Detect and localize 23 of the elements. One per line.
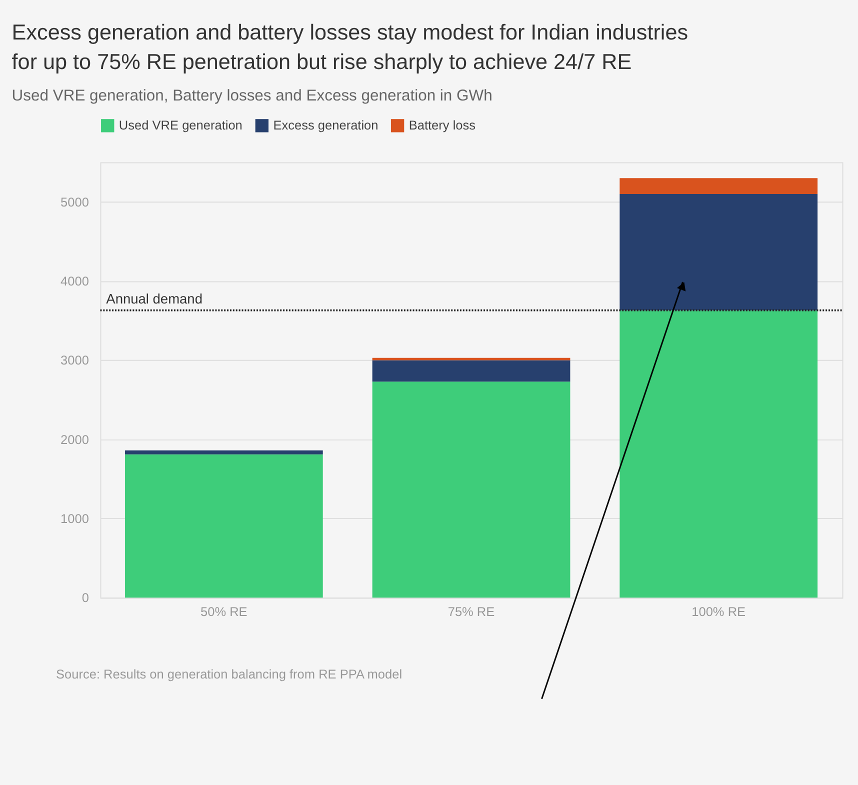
ref-line-label: Annual demand [106,291,202,306]
bar [372,360,570,382]
legend-label: Used VRE generation [118,118,242,133]
y-tick-label: 2000 [60,432,89,447]
bar [124,454,323,598]
y-tick-label: 3000 [60,352,89,368]
bar [620,194,818,310]
bar [620,310,818,598]
legend-label: Excess generation [273,118,378,133]
x-tick-label: 100% RE [692,604,746,619]
bar [620,178,818,194]
bar [372,382,570,598]
y-tick-label: 4000 [60,273,89,288]
x-tick-label: 50% RE [200,604,248,619]
chart-title: Excess generation and battery losses stay modest for Indian industries for up to 75% RE penetration but rise sharply to achieve 24/7 RE [12,19,688,74]
source-note: Source: Results on generation balancing from RE PPA model [56,666,402,682]
chart-subtitle: Used VRE generation, Battery losses and Excess generation in GWh [12,87,492,104]
y-tick-label: 0 [82,590,89,606]
legend-label: Battery loss [408,118,476,133]
bar [124,450,323,454]
y-tick-label: 5000 [60,194,89,210]
x-tick-label: 75% RE [448,604,495,619]
y-tick-label: 1000 [60,510,89,526]
